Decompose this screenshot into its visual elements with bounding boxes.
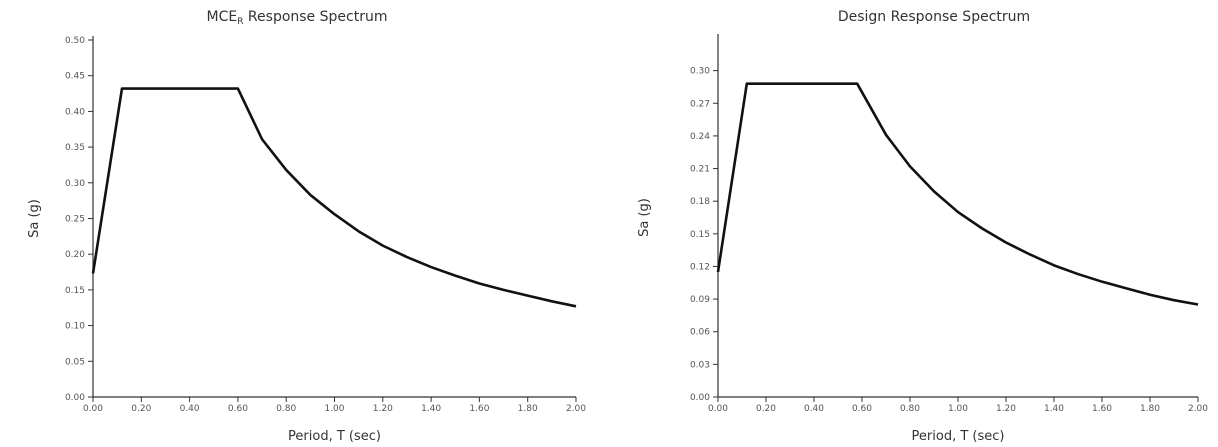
design-title-main: Design Response Spectrum [838, 9, 1030, 25]
design-x-tick-label: 1.80 [1140, 404, 1160, 414]
design-chart-svg: Design Response Spectrum 0.00 0.03 0.06 0.09… [637, 9, 1208, 444]
mcer-x-axis-label: Period, T (sec) [288, 429, 381, 444]
mcer-y-axis-label: Sa (g) [27, 199, 42, 238]
mcer-y-tick-label: 0.10 [65, 322, 85, 332]
mcer-y-tick-label: 0.40 [65, 107, 85, 117]
mcer-x-tick-label: 0.40 [180, 404, 200, 414]
mcer-chart-svg: MCER Response Spectrum 0.00 0.05 0.10 0.15 0.… [27, 9, 586, 444]
design-x-tick-label: 0.20 [756, 404, 776, 414]
mcer-x-tick-label: 0.00 [83, 404, 103, 414]
mcer-x-tick-label: 1.40 [421, 404, 441, 414]
design-y-tick-label: 0.15 [690, 230, 710, 240]
mcer-title-main: MCE [207, 9, 238, 25]
design-x-tick-label: 1.20 [996, 404, 1016, 414]
design-x-tick-label: 1.00 [948, 404, 968, 414]
design-y-tick-label: 0.18 [690, 197, 710, 207]
mcer-y-tick-label: 0.50 [65, 36, 85, 46]
design-x-tick-label: 0.00 [708, 404, 728, 414]
mcer-y-tick-label: 0.15 [65, 286, 85, 296]
design-x-tick-label: 0.60 [852, 404, 872, 414]
design-chart-title: Design Response Spectrum [838, 9, 1030, 25]
mcer-x-tick-label: 0.80 [276, 404, 296, 414]
mcer-x-tick-label: 1.00 [324, 404, 344, 414]
mcer-x-tick-label: 0.60 [228, 404, 248, 414]
mcer-x-tick-label: 1.20 [373, 404, 393, 414]
design-x-tick-label: 1.40 [1044, 404, 1064, 414]
mcer-x-tick-label: 2.00 [566, 404, 586, 414]
design-x-tick-label: 0.40 [804, 404, 824, 414]
design-y-tick-label: 0.03 [690, 360, 710, 370]
mcer-chart-title: MCER Response Spectrum [207, 9, 388, 27]
mcer-x-tick-label: 0.20 [131, 404, 151, 414]
mcer-y-tick-label: 0.30 [65, 179, 85, 189]
mcer-response-spectrum-chart: MCER Response Spectrum 0.00 0.05 0.10 0.15 0.… [0, 0, 600, 447]
design-y-tick-label: 0.21 [690, 165, 710, 175]
mcer-y-tick-label: 0.05 [65, 357, 85, 367]
mcer-y-tick-label: 0.20 [65, 250, 85, 260]
design-y-tick-label: 0.00 [690, 393, 710, 403]
mcer-spectrum-line [91, 87, 577, 308]
design-spectrum-line [716, 82, 1199, 306]
mcer-y-tick-label: 0.45 [65, 72, 85, 82]
design-response-spectrum-chart: Design Response Spectrum 0.00 0.03 0.06 0.09… [618, 0, 1218, 447]
design-y-tick-label: 0.09 [690, 295, 710, 305]
design-x-tick-label: 1.60 [1092, 404, 1112, 414]
design-x-axis-label: Period, T (sec) [912, 429, 1005, 444]
mcer-x-tick-label: 1.80 [518, 404, 538, 414]
mcer-title-suffix: Response Spectrum [243, 9, 387, 25]
mcer-y-tick-label: 0.25 [65, 215, 85, 225]
mcer-title-subscript: R [237, 17, 243, 27]
design-y-tick-label: 0.12 [690, 262, 710, 272]
mcer-y-tick-label: 0.00 [65, 393, 85, 403]
design-y-tick-label: 0.24 [690, 132, 710, 142]
mcer-x-tick-label: 1.60 [469, 404, 489, 414]
design-y-axis-label: Sa (g) [637, 198, 652, 237]
design-y-tick-label: 0.27 [690, 99, 710, 109]
design-y-tick-label: 0.30 [690, 67, 710, 77]
design-y-tick-label: 0.06 [690, 328, 710, 338]
design-x-tick-label: 2.00 [1188, 404, 1208, 414]
mcer-y-tick-label: 0.35 [65, 143, 85, 153]
design-x-tick-label: 0.80 [900, 404, 920, 414]
